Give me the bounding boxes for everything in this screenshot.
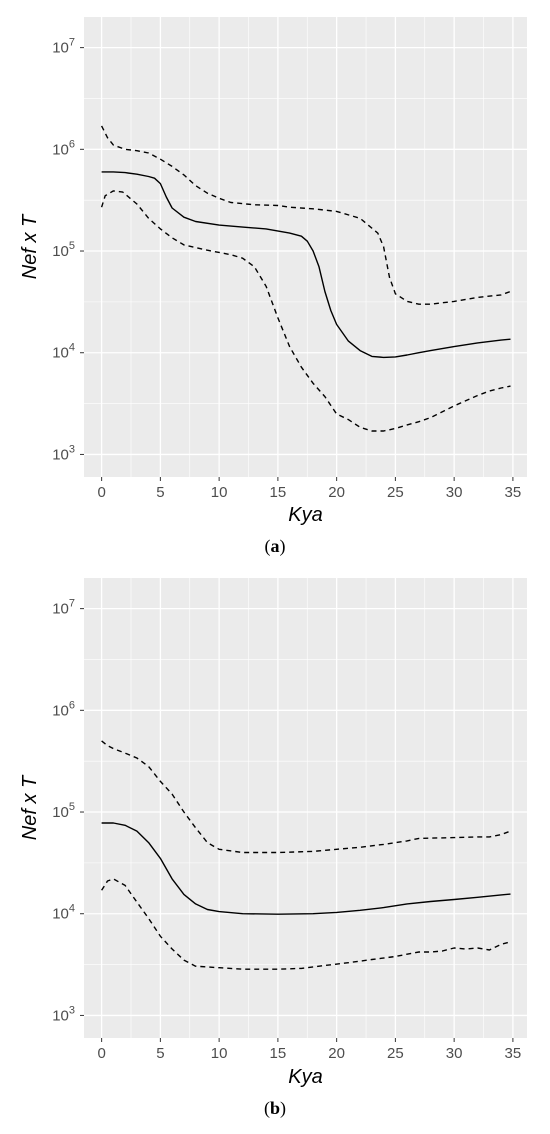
x-tick-label: 20: [328, 484, 345, 501]
median-line: [101, 822, 511, 915]
y-tick-label: 104: [52, 342, 75, 362]
panel-caption: (b): [264, 1098, 286, 1119]
y-tick-label: 106: [52, 699, 75, 719]
plot-background: [84, 578, 527, 1038]
confidence-bound-line: [100, 190, 511, 432]
x-axis-title: Kya: [288, 504, 322, 526]
x-tick-label: 0: [97, 1045, 105, 1062]
x-tick-label: 5: [156, 484, 164, 501]
x-tick-label: 15: [270, 1045, 287, 1062]
y-tick-label: 107: [52, 598, 75, 618]
x-tick-label: 25: [387, 484, 404, 501]
y-tick-label: 107: [52, 37, 75, 57]
confidence-bound-line: [101, 740, 511, 854]
y-tick-label: 105: [52, 240, 75, 260]
y-axis-title: Nef x T: [19, 213, 41, 279]
x-tick-label: 30: [446, 484, 463, 501]
y-tick-label: 104: [52, 903, 75, 923]
median-line: [101, 171, 511, 359]
x-tick-label: 20: [328, 1045, 345, 1062]
y-tick-label: 105: [52, 801, 75, 821]
confidence-bound-line: [101, 878, 511, 970]
y-axis-title: Nef x T: [19, 774, 41, 840]
x-tick-label: 35: [505, 484, 522, 501]
plot-background: [84, 17, 527, 477]
y-tick-label: 103: [52, 1004, 75, 1024]
x-tick-label: 10: [211, 484, 228, 501]
x-tick-label: 5: [156, 1045, 164, 1062]
x-tick-label: 10: [211, 1045, 228, 1062]
x-tick-label: 15: [270, 484, 287, 501]
chart-panel: 0 5 10 15 20 25 30 35 103 104 105 106 107 Kya Nef x T (…: [19, 17, 527, 557]
x-axis-title: Kya: [288, 1066, 322, 1088]
confidence-bound-line: [100, 125, 511, 305]
x-tick-label: 35: [505, 1045, 522, 1062]
x-tick-label: 0: [97, 484, 105, 501]
y-tick-label: 103: [52, 443, 75, 463]
chart-panel: 0 5 10 15 20 25 30 35 103 104 105 106 107 Kya Nef x T (…: [19, 578, 527, 1119]
panel-caption: (a): [265, 536, 286, 557]
x-tick-label: 30: [446, 1045, 463, 1062]
x-tick-label: 25: [387, 1045, 404, 1062]
y-tick-label: 106: [52, 138, 75, 158]
